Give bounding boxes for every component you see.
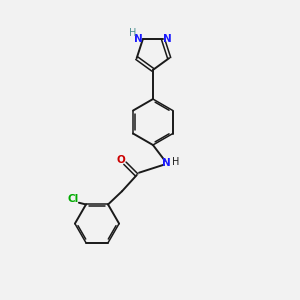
Text: H: H [129, 28, 136, 38]
Text: N: N [162, 158, 171, 168]
Text: O: O [116, 155, 125, 165]
Text: Cl: Cl [68, 194, 79, 204]
Text: N: N [163, 34, 172, 44]
Text: H: H [172, 157, 179, 167]
Text: N: N [134, 34, 143, 44]
